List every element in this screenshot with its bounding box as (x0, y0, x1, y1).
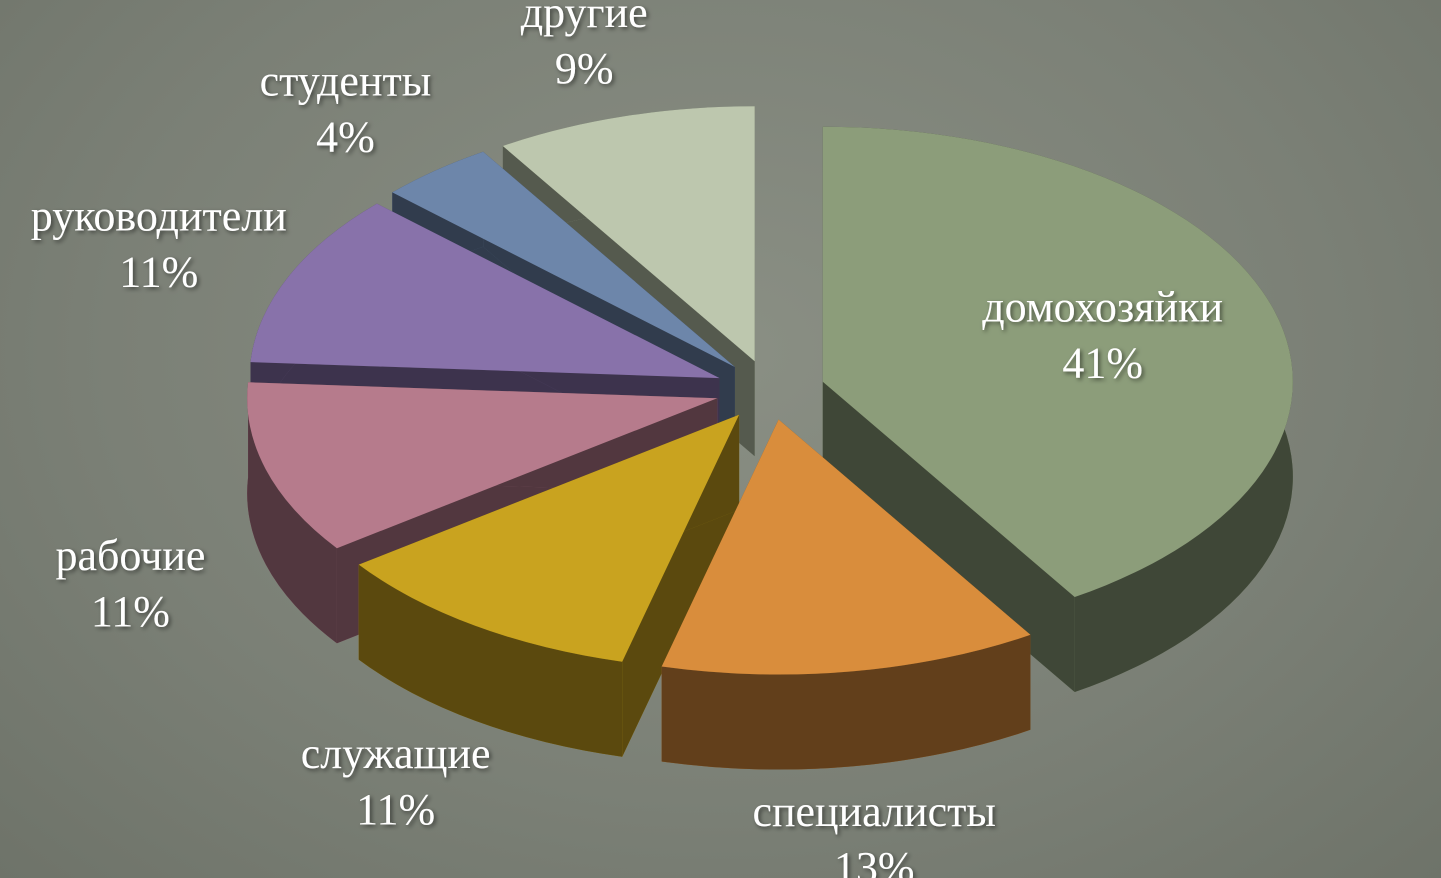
slice-value-label: 13% (834, 843, 915, 878)
slice-label: руководители (31, 192, 287, 241)
slice-label: другие (521, 0, 648, 37)
slice (661, 419, 1031, 770)
slice-top (822, 126, 1293, 597)
slice-edge-shade (822, 381, 1075, 692)
slice-top (250, 203, 720, 379)
slice (358, 414, 740, 757)
slice-top (661, 419, 1031, 675)
slice-top (392, 151, 735, 367)
slice-value-label: 11% (356, 785, 435, 834)
slice-label: служащие (301, 729, 491, 778)
slice-label: специалисты (752, 787, 995, 836)
slice-value-label: 11% (91, 587, 170, 636)
slice-wall-shade (358, 564, 623, 757)
slice-top (502, 106, 755, 362)
slice-top (247, 382, 718, 549)
slice-value-label: 11% (119, 248, 198, 297)
slice-wall-shade (661, 634, 1031, 770)
slice-wall-shade (247, 382, 337, 644)
slice-label: рабочие (55, 531, 205, 580)
slice-value-label: 4% (316, 113, 375, 162)
slice-label: домохозяйки (982, 283, 1223, 332)
slice-label: студенты (260, 57, 432, 106)
slice-top (358, 414, 740, 662)
slice-value-label: 41% (1062, 339, 1143, 388)
slice-value-label: 9% (555, 44, 614, 93)
